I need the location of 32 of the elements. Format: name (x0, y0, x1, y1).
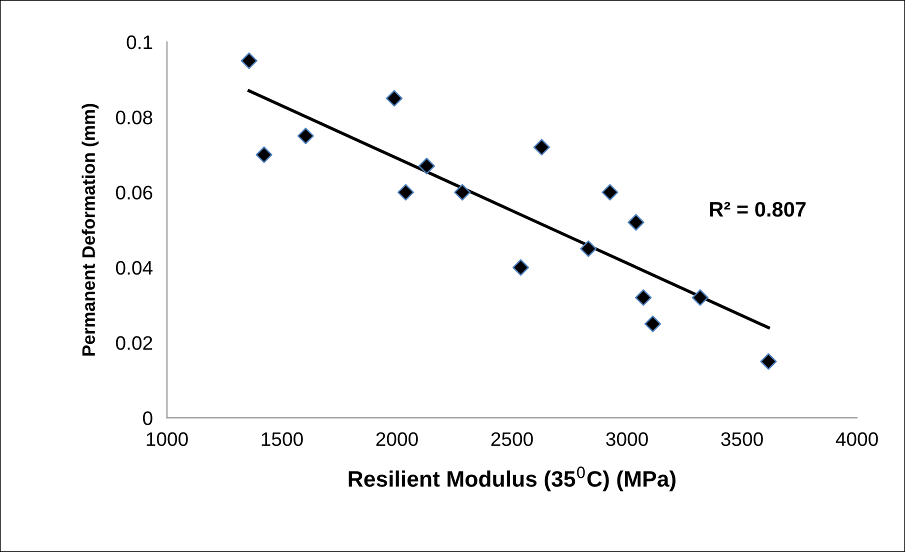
point (760, 353, 777, 370)
point (418, 158, 435, 174)
annotation: R² = 0.807 (710, 202, 806, 217)
point (692, 289, 708, 306)
point (580, 240, 597, 258)
x-axis-title: Resilient Modulus (35$^{0}$C) (MPa) (348, 466, 676, 492)
point (256, 146, 272, 164)
x-tick-label: 2500 (491, 432, 533, 446)
x-tick-label: 3500 (721, 432, 763, 446)
point (240, 52, 258, 70)
x-tick-label: 4000 (836, 432, 878, 446)
y-tick-label: 0.06 (116, 186, 152, 200)
point (533, 138, 550, 156)
point (454, 184, 471, 201)
point (386, 90, 403, 107)
point (628, 214, 644, 231)
point (602, 184, 618, 201)
x-tick-label: 1000 (146, 432, 188, 446)
point (397, 184, 414, 201)
point (512, 259, 530, 276)
y-tick-label: 0 (143, 411, 152, 426)
y-tick-label: 0.08 (116, 110, 152, 124)
x-tick-label: 1500 (262, 432, 303, 446)
point (297, 128, 314, 144)
x-tick-label: 2000 (376, 432, 418, 446)
point (635, 289, 652, 306)
point (644, 316, 662, 332)
y-tick-label: 0.04 (116, 260, 153, 275)
y-tick-label: 0.1 (126, 35, 152, 50)
y-tick-label: 0.02 (116, 336, 152, 350)
y-axis-title: Permanent Deformation (mm) (82, 104, 99, 356)
x-tick-label: 3000 (606, 432, 648, 446)
